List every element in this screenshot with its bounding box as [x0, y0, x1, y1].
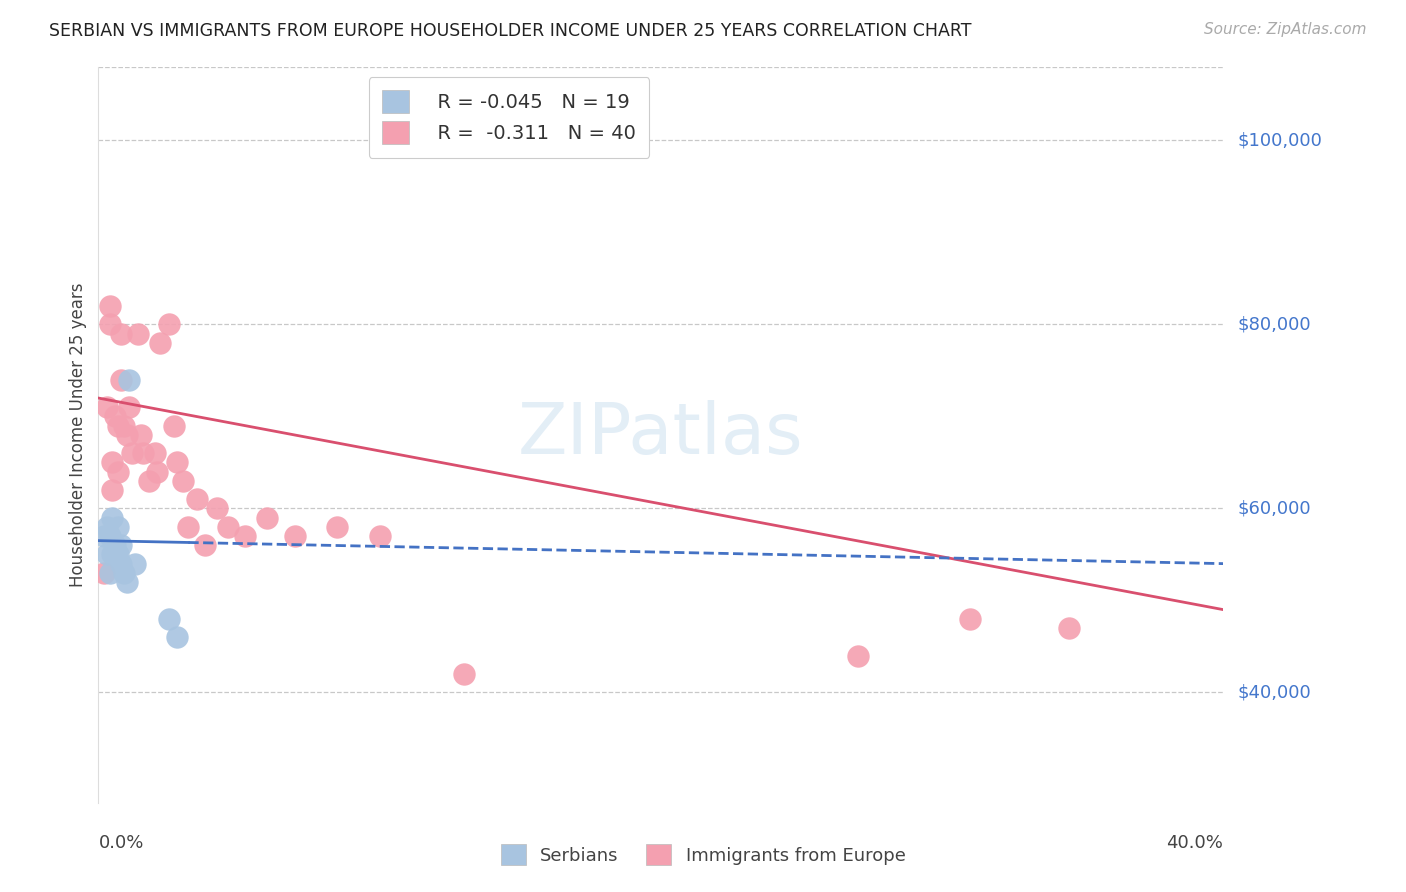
Point [132, 446, 155, 460]
Point [217, 520, 239, 534]
Point [96, 401, 118, 415]
Text: $40,000: $40,000 [1237, 683, 1310, 701]
Text: Source: ZipAtlas.com: Source: ZipAtlas.com [1204, 22, 1367, 37]
Y-axis label: Householder Income Under 25 years: Householder Income Under 25 years [69, 283, 87, 587]
Point [194, 538, 217, 552]
Point [177, 520, 200, 534]
Point [149, 335, 172, 350]
Point [107, 465, 129, 479]
Point [233, 529, 256, 543]
Point [101, 483, 124, 497]
Text: $100,000: $100,000 [1237, 131, 1322, 150]
Point [959, 612, 981, 626]
Point [166, 455, 188, 469]
Point [104, 538, 127, 552]
Point [107, 418, 129, 433]
Point [96, 520, 118, 534]
Point [93, 566, 115, 580]
Point [110, 326, 132, 341]
Text: ZIPatlas: ZIPatlas [517, 401, 804, 469]
Point [98, 566, 121, 580]
Legend:   R = -0.045   N = 19,   R =  -0.311   N = 40: R = -0.045 N = 19, R = -0.311 N = 40 [368, 77, 650, 158]
Point [284, 529, 307, 543]
Point [101, 548, 124, 562]
Point [453, 667, 475, 681]
Point [118, 373, 141, 387]
Point [107, 520, 129, 534]
Point [186, 492, 208, 507]
Point [110, 557, 132, 571]
Point [98, 318, 121, 332]
Point [205, 501, 228, 516]
Point [163, 418, 186, 433]
Point [121, 446, 143, 460]
Point [127, 326, 149, 341]
Text: 0.0%: 0.0% [98, 834, 143, 852]
Point [110, 538, 132, 552]
Point [98, 299, 121, 313]
Text: 40.0%: 40.0% [1167, 834, 1223, 852]
Point [124, 557, 146, 571]
Point [104, 409, 127, 424]
Text: $60,000: $60,000 [1237, 500, 1310, 517]
Point [115, 427, 138, 442]
Point [110, 373, 132, 387]
Point [112, 566, 135, 580]
Point [104, 548, 127, 562]
Text: $80,000: $80,000 [1237, 316, 1310, 334]
Point [96, 548, 118, 562]
Point [157, 612, 180, 626]
Point [98, 529, 121, 543]
Point [143, 446, 166, 460]
Point [368, 529, 391, 543]
Point [146, 465, 169, 479]
Point [157, 318, 180, 332]
Point [101, 510, 124, 524]
Point [118, 401, 141, 415]
Point [326, 520, 349, 534]
Text: SERBIAN VS IMMIGRANTS FROM EUROPE HOUSEHOLDER INCOME UNDER 25 YEARS CORRELATION : SERBIAN VS IMMIGRANTS FROM EUROPE HOUSEH… [49, 22, 972, 40]
Point [93, 529, 115, 543]
Point [256, 510, 278, 524]
Point [112, 418, 135, 433]
Point [129, 427, 152, 442]
Point [846, 648, 869, 663]
Point [166, 630, 188, 644]
Point [138, 474, 160, 488]
Point [172, 474, 194, 488]
Point [107, 548, 129, 562]
Point [115, 574, 138, 589]
Legend: Serbians, Immigrants from Europe: Serbians, Immigrants from Europe [494, 837, 912, 872]
Point [1057, 621, 1080, 635]
Point [101, 455, 124, 469]
